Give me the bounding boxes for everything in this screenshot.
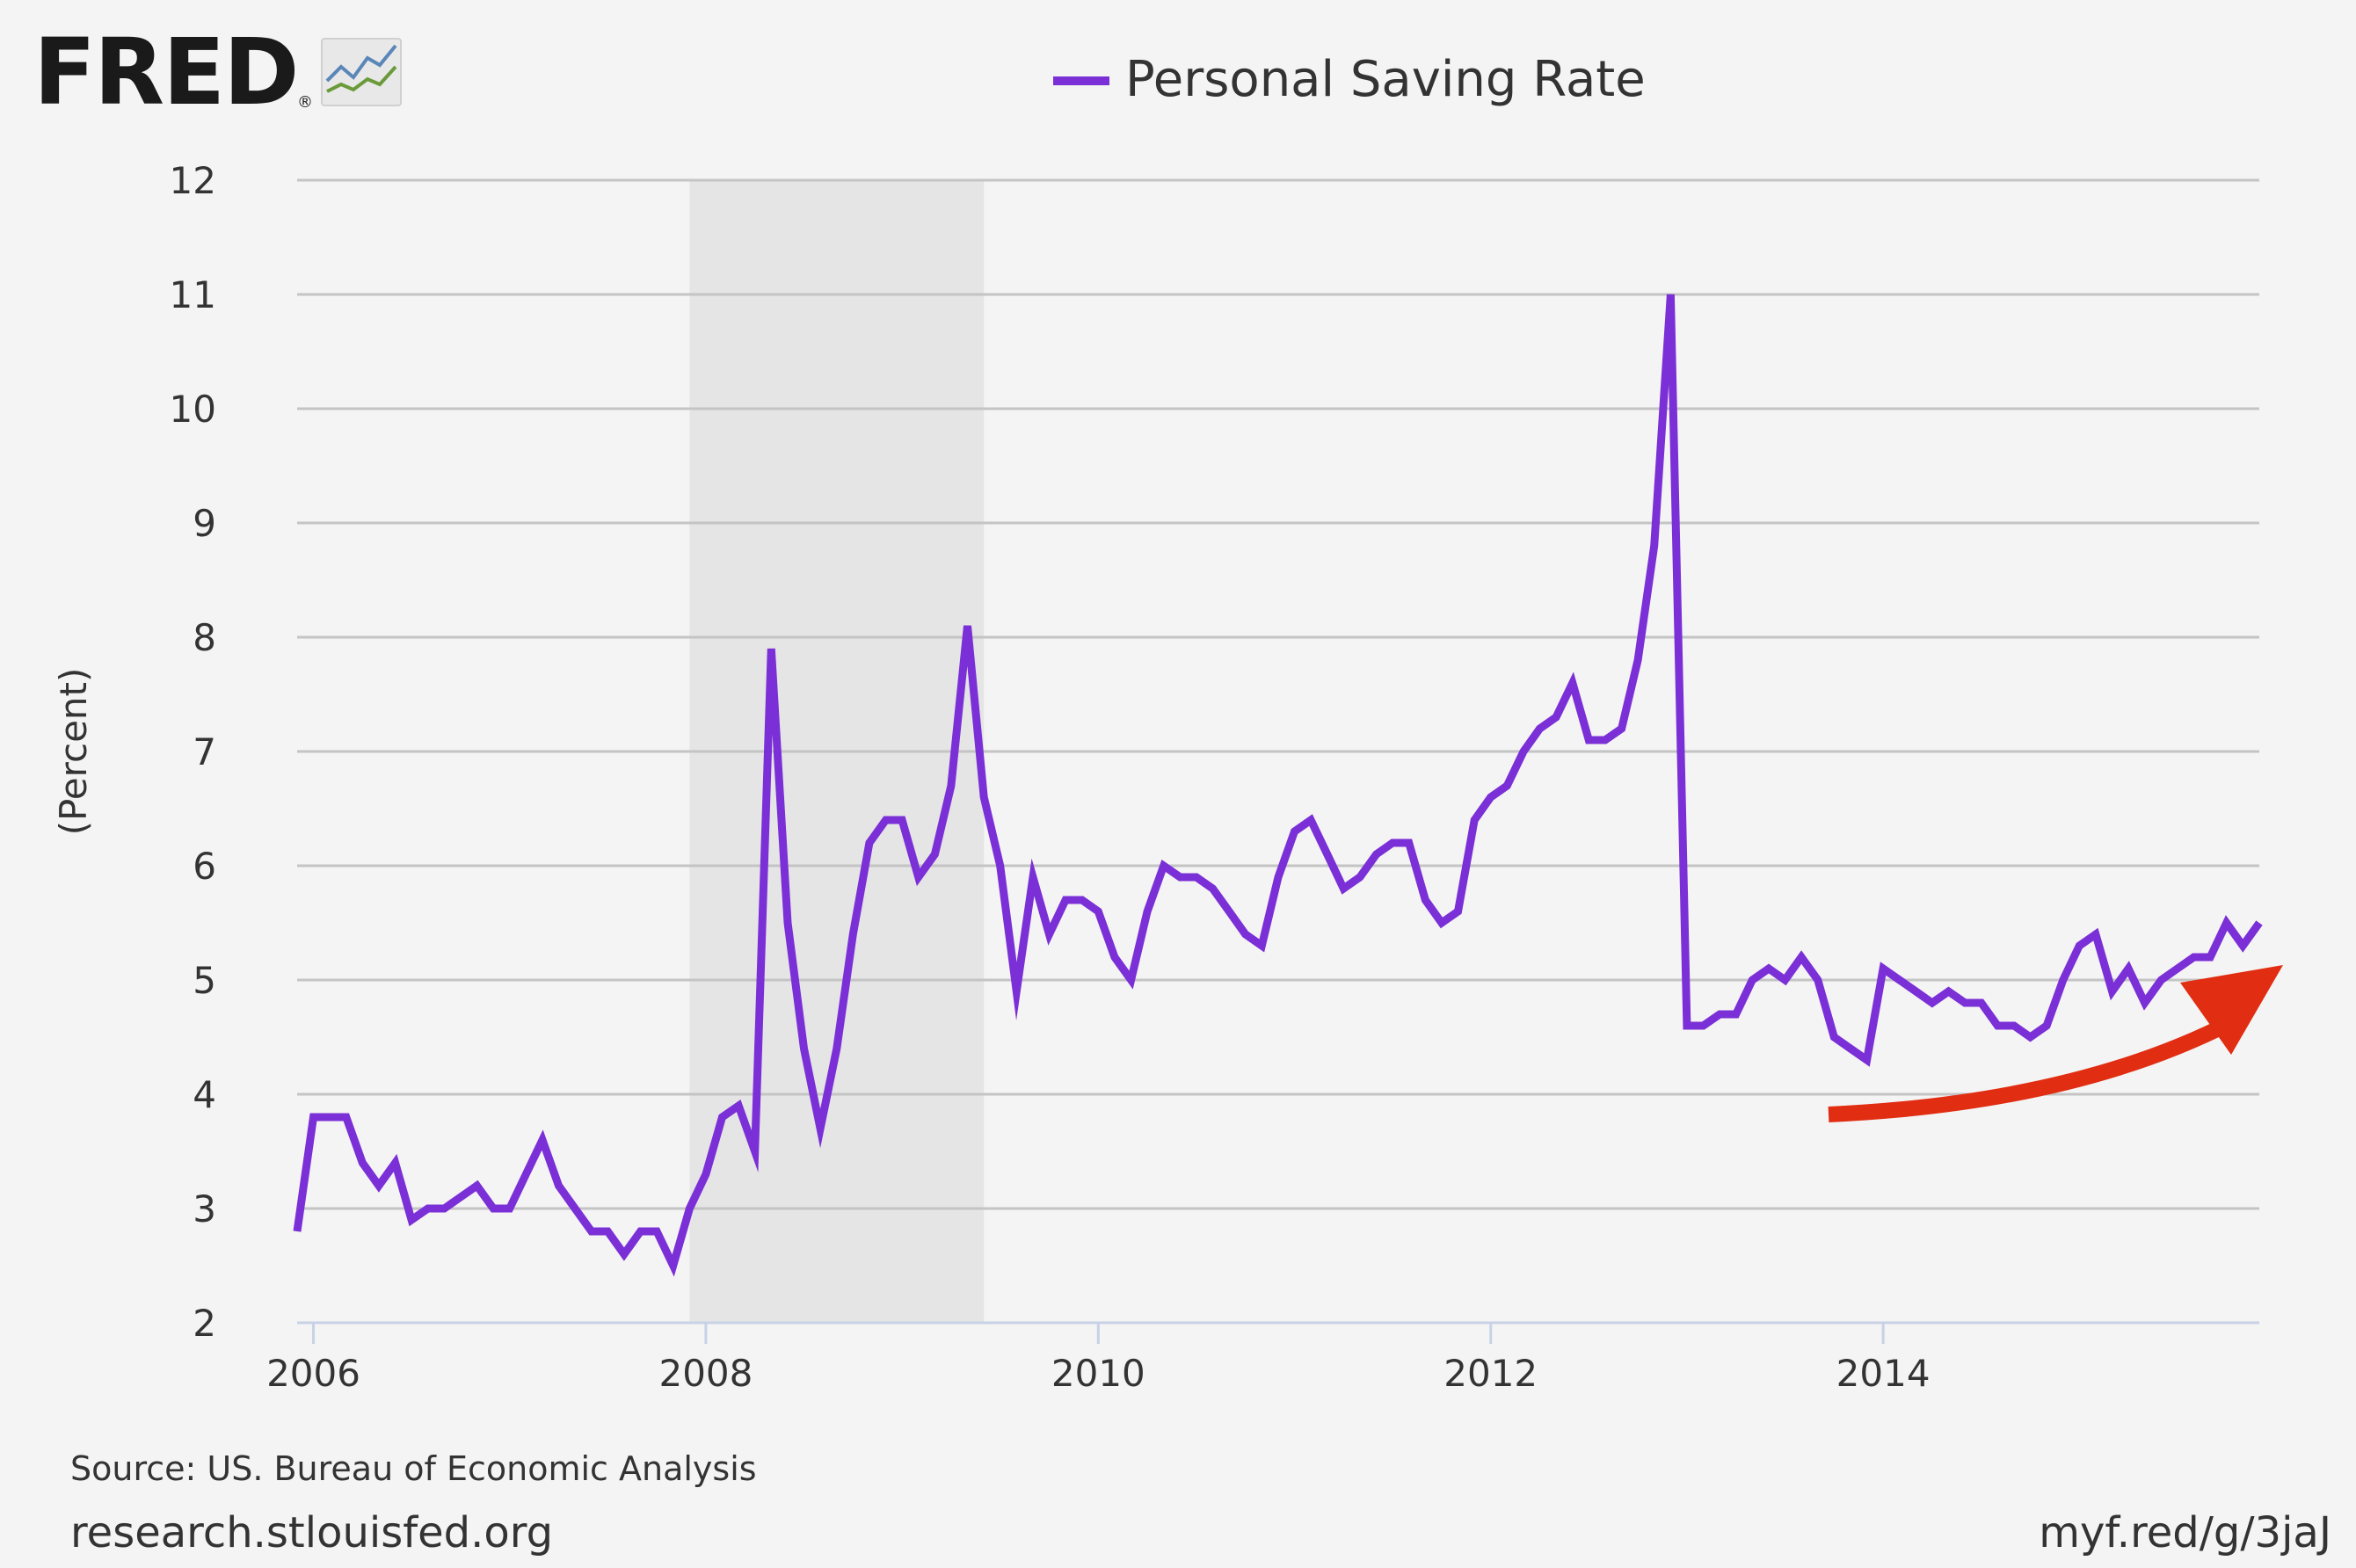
y-axis-label: (Percent) — [52, 668, 95, 836]
legend-label: Personal Saving Rate — [1125, 51, 1646, 108]
x-tick-label: 2014 — [1836, 1352, 1931, 1395]
y-tick-label: 5 — [193, 959, 216, 1002]
red-trend-arrow — [1828, 965, 2283, 1122]
y-tick-label: 9 — [193, 502, 216, 545]
y-tick-label: 11 — [170, 273, 216, 316]
fred-logo[interactable]: FRED ® — [33, 18, 402, 126]
x-tick-label: 2008 — [658, 1352, 753, 1395]
fred-logo-chart-icon — [321, 38, 402, 106]
legend: Personal Saving Rate — [1053, 51, 1646, 108]
y-tick-label: 4 — [193, 1073, 216, 1116]
y-tick-label: 3 — [193, 1187, 216, 1230]
source-note: Source: US. Bureau of Economic Analysis — [70, 1449, 757, 1488]
x-tick-label: 2010 — [1051, 1352, 1145, 1395]
x-tick-label: 2012 — [1443, 1352, 1538, 1395]
y-tick-label: 10 — [170, 388, 216, 431]
series-line-personal-saving-rate — [293, 294, 2263, 1277]
site-link[interactable]: research.stlouisfed.org — [70, 1508, 553, 1557]
short-link[interactable]: myf.red/g/3jaJ — [2039, 1508, 2331, 1557]
y-gridlines: 2 3 4 5 6 7 8 9 10 11 12 — [170, 159, 2259, 1345]
y-tick-label: 8 — [193, 616, 216, 659]
x-tick-label: 2006 — [266, 1352, 360, 1395]
y-tick-label: 7 — [193, 730, 216, 773]
registered-mark: ® — [297, 93, 313, 112]
y-tick-label: 12 — [170, 159, 216, 202]
y-tick-label: 6 — [193, 845, 216, 888]
fred-logo-text: FRED — [33, 18, 298, 126]
x-axis: 2006 2008 2010 2012 2014 — [266, 1323, 1931, 1395]
series-group — [293, 294, 2263, 1277]
y-tick-label: 2 — [193, 1302, 216, 1345]
